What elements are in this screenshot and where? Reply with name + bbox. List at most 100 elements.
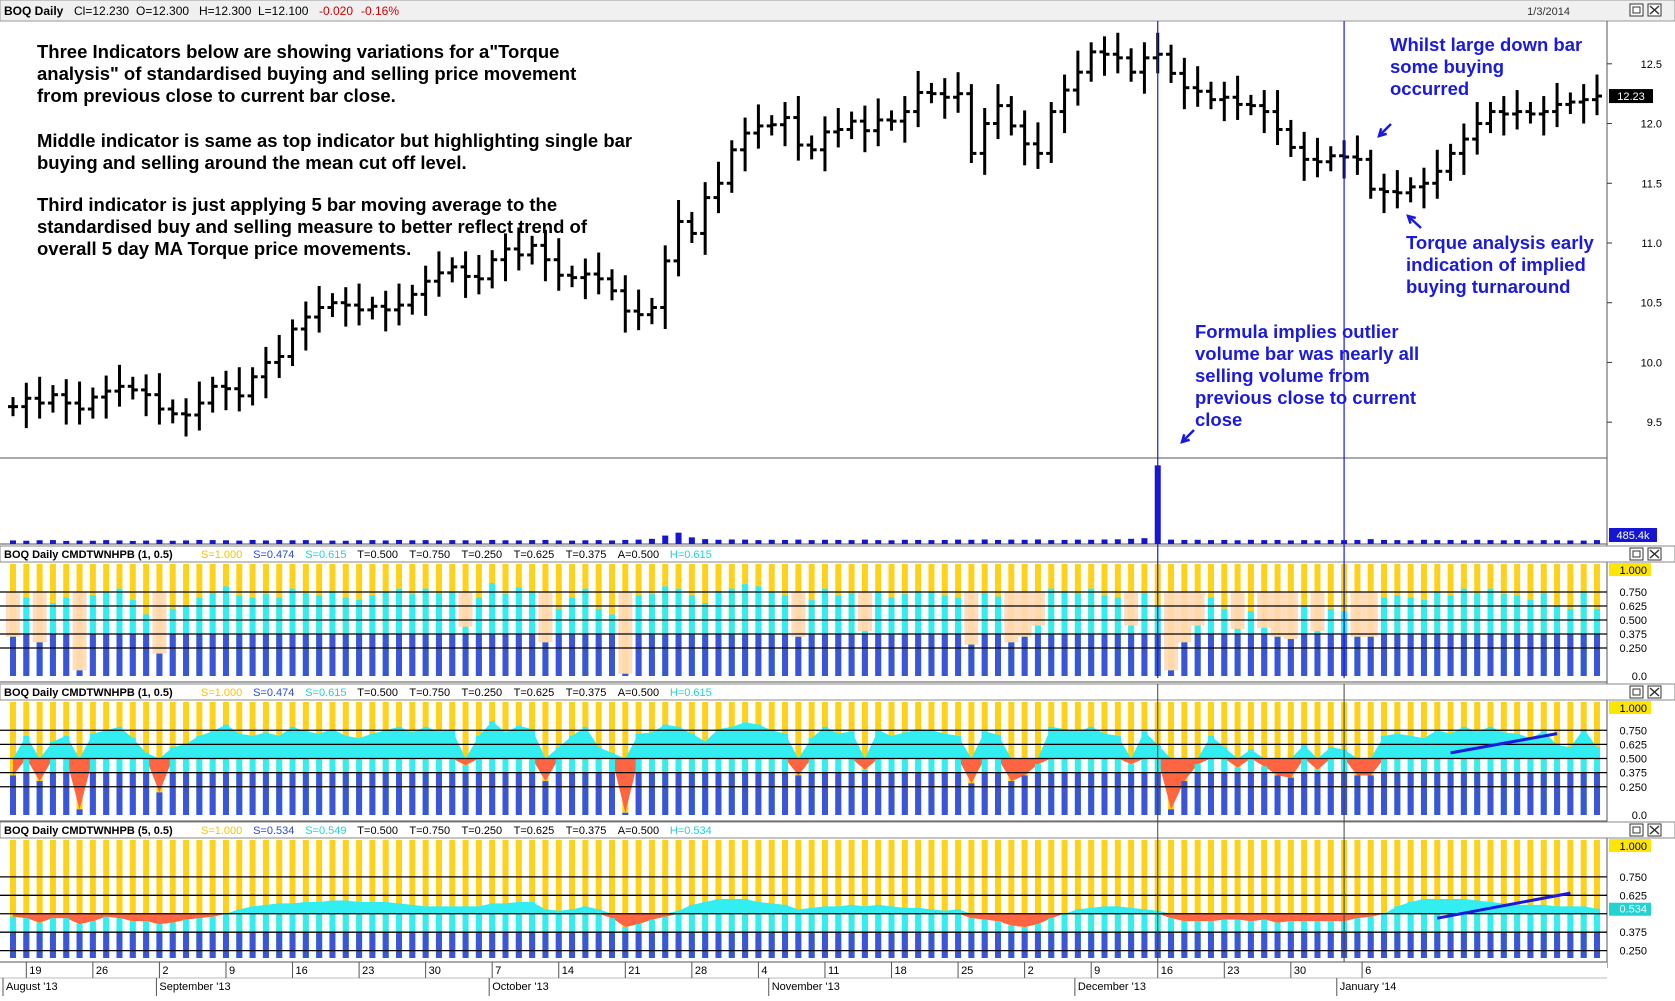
- panel1-value-base: [915, 634, 922, 676]
- panel1-window-buttons[interactable]: [1629, 547, 1662, 561]
- panel3-value-bar: [289, 903, 296, 958]
- panel1-value-base: [555, 634, 562, 676]
- panel1-value-base: [222, 634, 229, 676]
- panel3-value-base: [675, 932, 682, 958]
- panel2-value-base: [569, 772, 576, 815]
- panel1-legend: BOQ Daily CMDTWNHPB (1, 0.5) S=1.000 S=0.4…: [4, 549, 712, 561]
- panel3-value-base: [648, 932, 655, 958]
- annotation-formula: Formula implies outlier volume bar was n…: [1195, 321, 1420, 430]
- x-day-tick-label: 16: [1161, 965, 1173, 977]
- panel1-value-base: [595, 634, 602, 676]
- panel2-value-base: [262, 772, 269, 815]
- panel3-value-bar: [369, 901, 376, 958]
- panel2-window-buttons[interactable]: [1629, 685, 1662, 699]
- panel3-value-base: [1101, 932, 1108, 958]
- panel1-value-base: [1314, 634, 1321, 676]
- panel2-value-base: [342, 772, 349, 815]
- panel3-value-base: [36, 932, 43, 958]
- panel3-gold-bar: [356, 840, 363, 958]
- panel2-value-base: [169, 772, 176, 815]
- volume-bar: [422, 540, 429, 544]
- panel2-legend-item: S=0.615: [305, 687, 346, 699]
- panel3-value-bar: [316, 901, 323, 958]
- price-bar: [527, 235, 538, 265]
- header-symbol: BOQ Daily: [4, 4, 64, 18]
- panel1-value-base: [515, 634, 522, 676]
- panel2-value-base: [941, 772, 948, 815]
- panel3-value-base: [1567, 932, 1574, 958]
- volume-bar: [915, 539, 922, 544]
- price-window-buttons[interactable]: [1629, 3, 1662, 17]
- panel1-ytick-label: 0.750: [1619, 587, 1647, 599]
- panel2-value-base: [1247, 772, 1254, 815]
- panel1-value-base: [941, 634, 948, 676]
- panel3-gold-bar: [1034, 840, 1041, 958]
- panel2-value-base: [1487, 772, 1494, 815]
- panel1-value-base: [1274, 636, 1281, 676]
- volume-bar: [515, 540, 522, 544]
- volume-bar: [542, 539, 549, 544]
- panel2-value-base: [981, 772, 988, 815]
- volume-bar: [1008, 539, 1015, 544]
- panel2-value-base: [1474, 772, 1481, 815]
- panel3-gold-bar: [10, 840, 16, 958]
- panel3-ytick-label: 0.534: [1619, 904, 1647, 916]
- panel1-value-base: [1580, 634, 1587, 676]
- price-bar: [167, 399, 178, 424]
- panel3-gold-bar: [635, 840, 642, 958]
- panel3-value-bar: [715, 899, 722, 958]
- price-bar: [846, 111, 857, 140]
- panel1-ytick-label: 1.000: [1619, 565, 1647, 577]
- panel3-gold-bar: [1061, 840, 1068, 958]
- panel3-value-base: [316, 932, 323, 958]
- panel1-value-base: [1088, 634, 1095, 676]
- panel2-value-base: [1048, 772, 1055, 815]
- panel1-legend-item: T=0.500: [357, 549, 398, 561]
- price-bar: [740, 117, 751, 172]
- panel1-value-base: [489, 634, 496, 676]
- panel2-value-base: [316, 772, 323, 815]
- panel3-value-base: [489, 932, 496, 958]
- volume-bar: [262, 540, 269, 544]
- volume-bar: [302, 540, 309, 544]
- price-bar: [873, 98, 884, 147]
- price-bar: [247, 367, 258, 406]
- panel3-gold-bar: [995, 840, 1002, 958]
- panel2-value-base: [1407, 772, 1414, 815]
- volume-bar: [808, 540, 815, 544]
- panel3-gold-bar: [475, 840, 482, 958]
- panel2-value-base: [1594, 772, 1600, 815]
- panel1-value-base: [1141, 634, 1148, 676]
- panel1-value-base: [1221, 634, 1228, 676]
- panel3-value-base: [1034, 932, 1041, 958]
- price-bar: [793, 96, 804, 161]
- volume-bar: [1314, 540, 1321, 544]
- panel3-ytick-highlight: [1609, 839, 1651, 852]
- price-bar: [953, 72, 964, 113]
- volume-bar: [595, 540, 602, 544]
- panel2-value-base: [183, 772, 190, 815]
- panel2-value-bar: [821, 726, 828, 815]
- panel3-gold-bar: [1527, 840, 1534, 958]
- panel3-gold-bar: [835, 840, 842, 958]
- panel3-gold-bar: [1141, 840, 1148, 958]
- panel2-value-base: [222, 772, 229, 815]
- volume-bar: [888, 540, 895, 544]
- panel2-value-base: [449, 772, 456, 815]
- price-bar: [1139, 42, 1150, 94]
- x-day-tick-label: 21: [628, 965, 640, 977]
- price-bar: [1312, 137, 1323, 178]
- panel2-value-base: [1434, 772, 1441, 815]
- volume-bar: [169, 540, 176, 544]
- panel3-window-buttons[interactable]: [1629, 823, 1662, 837]
- panel2-value-base: [795, 775, 802, 815]
- panel3-legend-item: S=0.549: [305, 825, 346, 837]
- panel3-gold-bar: [968, 840, 975, 958]
- price-bar: [926, 82, 937, 104]
- x-day-tick-label: 16: [296, 965, 308, 977]
- volume-bar: [1567, 540, 1574, 544]
- panel2-legend-item: T=0.750: [409, 687, 450, 699]
- panel1-sell-zone: [458, 592, 473, 627]
- panel1-sell-zone: [1190, 592, 1205, 626]
- price-bar: [1259, 90, 1270, 134]
